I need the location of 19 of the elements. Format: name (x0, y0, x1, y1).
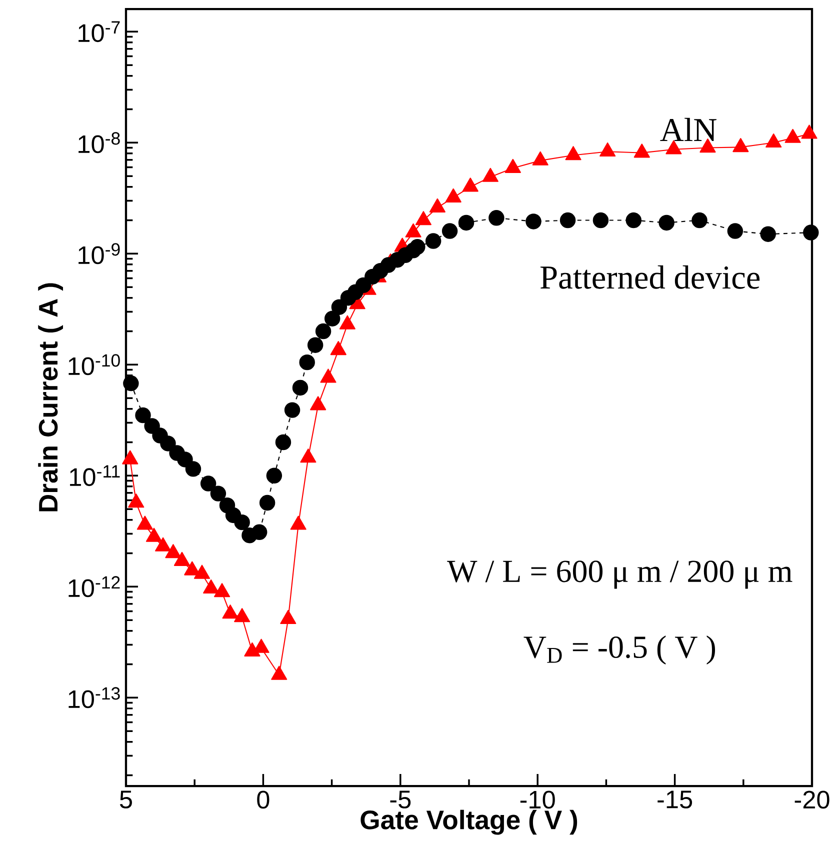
x-tick-label: -20 (794, 790, 830, 809)
series-label: Patterned device (540, 265, 760, 289)
y-axis-title: Drain Current ( A ) (38, 283, 63, 512)
y-tick-label: 10$^{-8}$ (78, 132, 120, 154)
y-tick-label: 10$^{-13}$ (68, 687, 120, 708)
y-tick-label: 10$^{-10}$ (68, 354, 120, 376)
series-label: AlN (660, 118, 716, 142)
x-tick-label: -5 (390, 790, 411, 808)
x-tick-label: 5 (120, 790, 132, 808)
x-tick-label: 0 (257, 790, 270, 809)
y-tick-label: 10$^{-12}$ (68, 576, 120, 598)
x-tick-label: -10 (520, 790, 555, 809)
y-tick-label: 10$^{-7}$ (78, 21, 120, 42)
x-tick-label: -15 (658, 790, 692, 808)
y-tick-label: 10$^{-9}$ (78, 243, 120, 264)
y-tick-label: 10$^{-11}$ (70, 465, 120, 486)
annotation: V$_{D}$ = -0.5 ( V ) (524, 636, 716, 665)
annotation: W / L = 600 μ m / 200 μ m (447, 560, 792, 589)
x-axis-title: Gate Voltage ( V ) (360, 810, 578, 835)
